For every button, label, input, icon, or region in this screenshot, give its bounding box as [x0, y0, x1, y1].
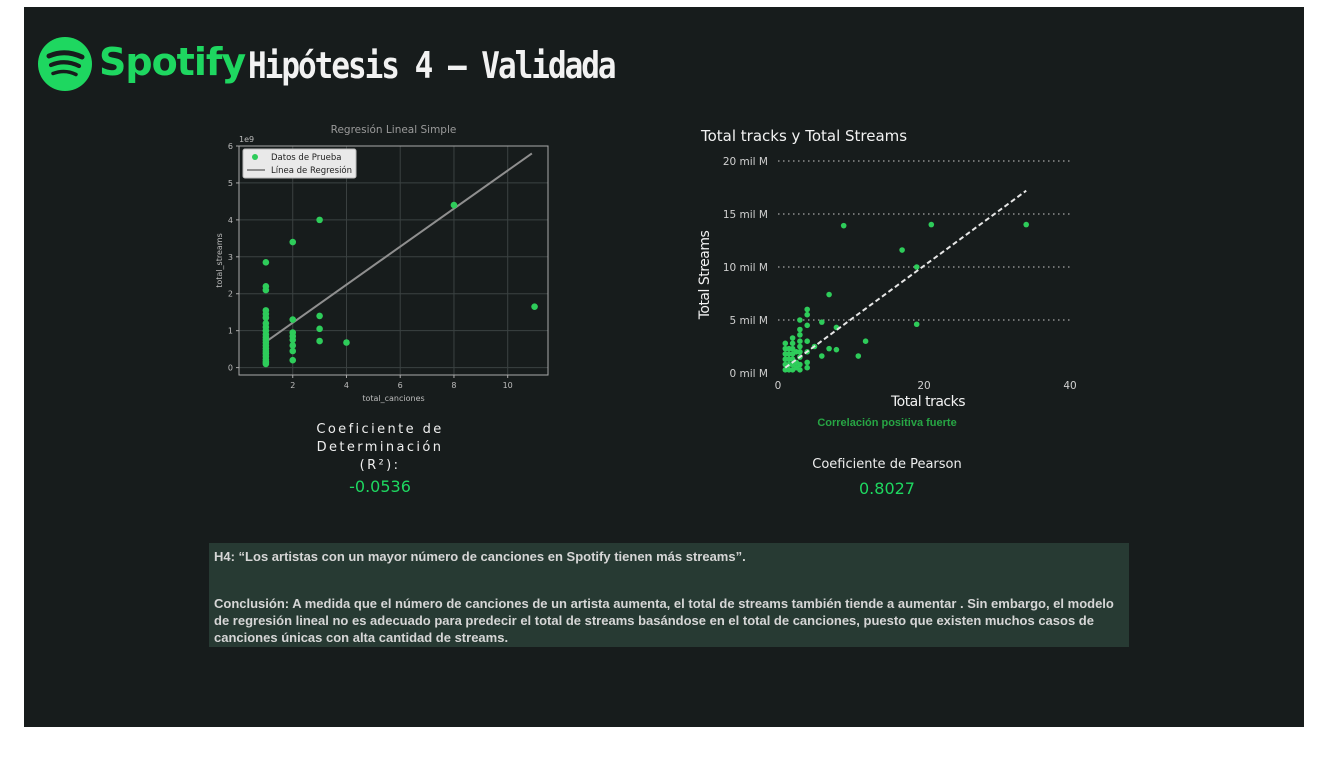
data-point	[289, 316, 297, 323]
data-point	[316, 312, 323, 320]
spotify-logo: Spotify	[37, 36, 246, 94]
data-point	[450, 201, 458, 209]
hypothesis-text: H4: “Los artistas con un mayor número de…	[214, 549, 746, 564]
y-axis-label: total_streams	[215, 233, 224, 288]
data-point	[789, 340, 796, 347]
chart-title: Regresión Lineal Simple	[331, 124, 457, 136]
data-point	[804, 311, 810, 318]
data-point	[819, 353, 825, 359]
spotify-icon	[38, 37, 92, 91]
trend-line	[784, 189, 1027, 369]
y-tick-label: 1	[228, 327, 233, 336]
y-tick-label: 15 mil M	[723, 209, 768, 221]
data-point	[262, 259, 270, 266]
data-point	[826, 345, 832, 352]
data-point	[289, 342, 297, 349]
x-tick-label: 0	[775, 380, 782, 392]
x-tick-label: 40	[1063, 380, 1076, 392]
data-point	[531, 303, 538, 310]
y-tick-label: 20 mil M	[723, 156, 768, 168]
data-point	[797, 338, 803, 344]
x-tick-label: 8	[451, 381, 456, 390]
pearson-label: Coeficiente de Pearson	[812, 457, 962, 472]
data-point	[804, 306, 810, 313]
x-tick-label: 6	[398, 381, 403, 390]
data-point	[855, 353, 862, 359]
data-point	[804, 364, 810, 371]
data-point	[797, 317, 803, 323]
y-tick-label: 3	[228, 253, 233, 262]
spotify-logo-text: Spotify	[99, 40, 246, 84]
slide: Spotify Hipótesis 4 – Validada Regresión…	[24, 7, 1304, 727]
data-point	[899, 247, 905, 253]
y-tick-label: 2	[228, 290, 233, 299]
data-point	[289, 356, 297, 364]
x-tick-label: 20	[917, 380, 930, 392]
conclusion-text: Conclusión: A medida que el número de ca…	[214, 596, 1114, 645]
legend-box	[242, 148, 357, 179]
data-point	[819, 319, 825, 325]
pearson-value: 0.8027	[859, 479, 915, 498]
y-tick-label: 5	[228, 179, 233, 188]
data-point	[1023, 221, 1029, 228]
data-point	[913, 264, 920, 270]
data-point	[928, 221, 935, 228]
data-point	[804, 359, 810, 366]
data-point	[862, 338, 869, 344]
conclusion-box: H4: “Los artistas con un mayor número de…	[209, 543, 1129, 647]
y-tick-label: 0	[228, 364, 233, 373]
correlation-chart: Total tracks y Total Streams 0 mil M 5 mil…	[697, 127, 1077, 409]
data-point	[262, 286, 270, 294]
data-point	[833, 346, 840, 353]
data-point	[797, 349, 803, 355]
y-tick-label: 0 mil M	[730, 368, 768, 380]
data-point	[804, 322, 810, 329]
data-point	[797, 361, 803, 368]
data-point	[840, 222, 847, 229]
legend-marker-points	[252, 154, 258, 160]
data-point	[343, 339, 350, 346]
x-axis-label: Total tracks	[890, 394, 965, 409]
y-tick-label: 5 mil M	[730, 315, 768, 327]
page-title: Hipótesis 4 – Validada	[248, 45, 617, 88]
data-point	[316, 216, 323, 224]
data-point	[316, 325, 323, 333]
data-point	[797, 326, 803, 333]
regression-line	[265, 152, 533, 343]
y-axis-label: Total Streams	[697, 231, 713, 321]
regression-chart: Regresión Lineal Simple 2 4 6 8 10 0 1 2 3 4 5 6 1e9 t…	[215, 124, 549, 403]
r2-value: -0.0536	[349, 477, 411, 496]
y-tick-label: 10 mil M	[723, 262, 768, 274]
data-point	[289, 238, 297, 246]
y-multiplier-label: 1e9	[239, 135, 254, 144]
r2-label: Coeficiente de Determinación (R²):	[316, 422, 444, 473]
data-point	[262, 314, 270, 322]
data-point	[913, 321, 920, 328]
data-point	[289, 336, 297, 344]
x-tick-label: 10	[503, 381, 513, 390]
x-tick-label: 4	[344, 381, 349, 390]
data-point	[789, 335, 796, 341]
x-axis-label: total_canciones	[362, 394, 424, 403]
chart-title: Total tracks y Total Streams	[700, 127, 907, 145]
data-point	[797, 367, 803, 373]
data-point	[797, 343, 803, 350]
data-point	[789, 345, 796, 352]
y-tick-label: 6	[228, 142, 233, 151]
data-point	[797, 332, 803, 338]
legend-label-points: Datos de Prueba	[271, 153, 341, 163]
y-tick-label: 4	[228, 216, 233, 225]
data-point	[262, 360, 270, 368]
data-point	[316, 337, 323, 345]
data-point	[782, 340, 789, 347]
data-point	[289, 347, 297, 355]
legend-label-line: Línea de Regresión	[271, 165, 352, 176]
data-point	[826, 291, 832, 298]
x-tick-label: 2	[290, 381, 295, 390]
plot-frame	[238, 145, 549, 376]
data-point	[804, 338, 810, 344]
legend: Datos de Prueba Línea de Regresión	[242, 148, 357, 179]
correlation-note: Correlación positiva fuerte	[817, 417, 957, 429]
